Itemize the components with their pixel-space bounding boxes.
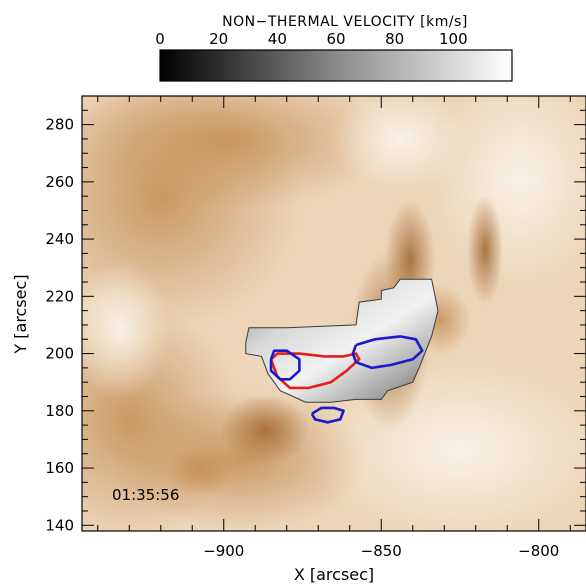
- y-tick-label: 280: [45, 116, 74, 134]
- colorbar-tick-label: 40: [268, 30, 287, 48]
- colorbar-tick-label: 100: [439, 30, 468, 48]
- contour-2: [269, 349, 301, 381]
- y-axis-label: Y [arcsec]: [11, 274, 30, 354]
- x-tick-label: −900: [203, 542, 244, 560]
- plot-frame: [81, 95, 586, 532]
- contour-1: [269, 352, 361, 390]
- y-tick-label: 180: [45, 402, 74, 420]
- x-tick-label: −850: [361, 542, 402, 560]
- y-tick-label: 260: [45, 173, 74, 191]
- colorbar-tick-label: 20: [209, 30, 228, 48]
- nonthermal-velocity-map: [245, 278, 439, 403]
- colorbar-tick-label: 0: [155, 30, 165, 48]
- colorbar-tick-label: 60: [326, 30, 345, 48]
- x-tick-labels: −900 −850 −800: [203, 542, 559, 560]
- x-axis-label: X [arcsec]: [294, 565, 374, 584]
- x-tick-label: −800: [518, 542, 559, 560]
- y-tick-label: 240: [45, 230, 74, 248]
- contour-3: [351, 335, 424, 370]
- colorbar-title: NON−THERMAL VELOCITY [km/s]: [222, 14, 468, 30]
- contour-4: [310, 406, 345, 424]
- axis-ticks: [82, 95, 586, 531]
- colorbar-tick-labels: 0 20 40 60 80 100: [155, 30, 467, 48]
- colorbar-tick-label: 80: [385, 30, 404, 48]
- timestamp-annotation: 01:35:56: [112, 486, 179, 504]
- y-tick-label: 160: [45, 459, 74, 477]
- colorbar: [159, 49, 513, 82]
- y-tick-label: 200: [45, 345, 74, 363]
- background-image: [82, 96, 586, 531]
- y-tick-label: 140: [45, 516, 74, 534]
- y-tick-labels: 140 160 180 200 220 240 260 280: [45, 116, 74, 535]
- y-tick-label: 220: [45, 287, 74, 305]
